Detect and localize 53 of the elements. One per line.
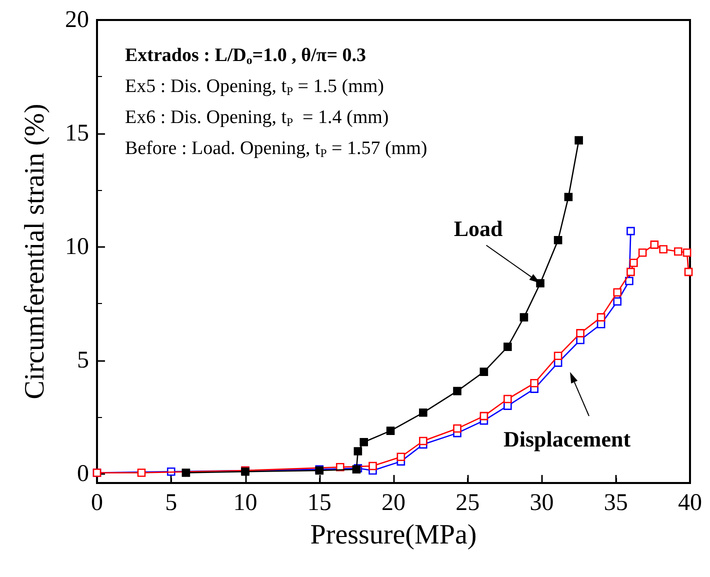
x-tick-label: 5	[165, 490, 178, 516]
point	[453, 386, 462, 396]
y-tick-label: 0	[77, 460, 89, 487]
point	[480, 368, 488, 376]
x-tick-label: 25	[456, 490, 480, 516]
x-tick-label: 10	[233, 490, 258, 516]
annotation: Displacement	[503, 426, 632, 452]
point	[613, 297, 622, 306]
y-axis-title: Circumferential strain (%)	[20, 104, 50, 400]
point	[419, 436, 428, 446]
point	[419, 408, 428, 417]
point	[480, 412, 488, 420]
point	[630, 258, 638, 267]
point	[682, 248, 692, 257]
x-tick-label: 15	[307, 490, 332, 516]
point	[354, 447, 362, 456]
x-tick-label: 35	[604, 490, 628, 516]
point	[674, 247, 682, 256]
point	[625, 276, 634, 286]
point	[638, 248, 647, 257]
point	[576, 329, 584, 338]
point	[650, 240, 659, 249]
point	[626, 268, 635, 276]
y-tick-label: 20	[65, 7, 89, 33]
point	[554, 352, 562, 360]
point	[360, 438, 368, 446]
point	[659, 245, 668, 254]
annotation: Load	[454, 216, 503, 241]
point	[504, 342, 512, 351]
point	[137, 468, 146, 477]
point	[554, 236, 562, 244]
point	[368, 462, 377, 470]
point	[530, 378, 538, 388]
point	[564, 192, 573, 202]
y-tick-label: 10	[65, 234, 89, 260]
point	[504, 394, 512, 404]
point	[396, 452, 406, 462]
point	[574, 136, 583, 144]
y-tick-label: 5	[77, 347, 89, 374]
point	[684, 268, 693, 276]
point	[626, 226, 635, 236]
x-axis-title: Pressure(MPa)	[310, 520, 477, 550]
point	[182, 468, 190, 477]
x-tick-label: 20	[382, 490, 406, 516]
point	[453, 424, 462, 433]
x-tick-label: 40	[678, 490, 702, 516]
point	[520, 313, 528, 322]
x-tick-label: 30	[530, 490, 554, 516]
point	[613, 288, 622, 297]
point	[386, 426, 395, 435]
point	[596, 313, 606, 322]
point	[536, 279, 544, 288]
y-tick-label: 15	[65, 120, 89, 146]
